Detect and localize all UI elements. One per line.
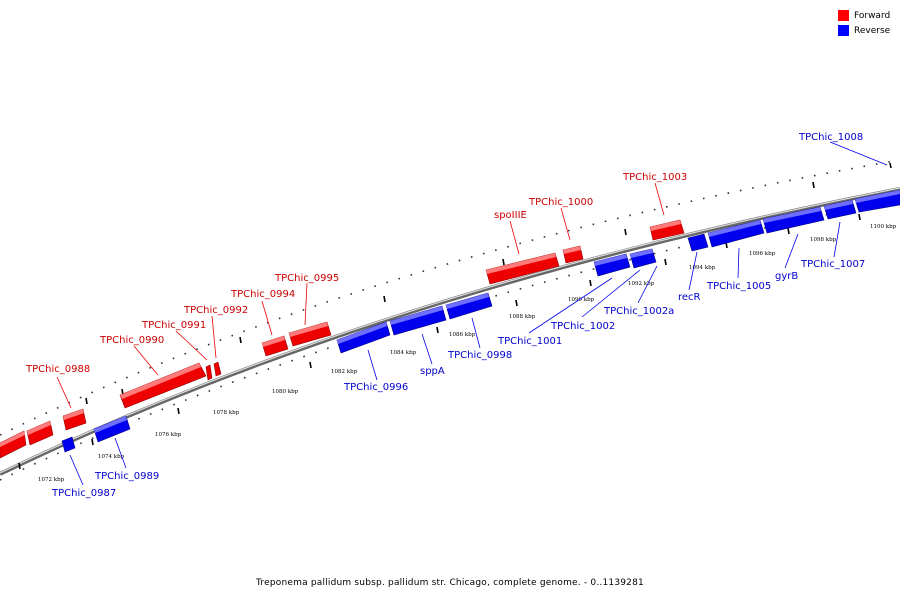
gene-label: TPChic_1002 — [550, 321, 615, 332]
forward-swatch — [838, 10, 849, 21]
legend-reverse: Reverse — [838, 23, 890, 38]
gene-reverse[interactable] — [61, 436, 76, 453]
tick-label: 1092 kbp — [628, 281, 655, 287]
tick-label: 1100 kbp — [870, 224, 897, 230]
gene-label: gyrB — [775, 271, 798, 282]
tick-label: 1076 kbp — [155, 432, 182, 438]
gene-label: TPChic_0996 — [343, 382, 408, 393]
gene-forward[interactable] — [213, 361, 222, 377]
tick-label: 1072 kbp — [38, 477, 65, 483]
legend-forward-label: Forward — [854, 10, 891, 21]
tick-label: 1078 kbp — [213, 410, 240, 416]
reverse-leader-lines — [69, 141, 888, 486]
reverse-gene-labels: TPChic_0987 TPChic_0989 TPChic_0996 sppA… — [51, 132, 865, 499]
gene-label: TPChic_0994 — [230, 289, 295, 300]
gene-label: TPChic_0998 — [447, 350, 512, 361]
gene-reverse[interactable] — [687, 233, 709, 252]
tick-label: 1088 kbp — [509, 314, 536, 320]
gene-label: TPChic_0988 — [25, 364, 90, 375]
gene-label: TPChic_1000 — [528, 197, 593, 208]
tick-label: 1084 kbp — [390, 350, 417, 356]
genome-backbone-highlight — [0, 187, 900, 474]
forward-gene-highlights — [0, 220, 681, 447]
gene-label: spoIIIE — [494, 210, 527, 221]
gene-label: TPChic_1007 — [800, 259, 865, 270]
gene-label: sppA — [420, 366, 445, 377]
gene-label: TPChic_0987 — [51, 488, 116, 499]
gene-label: recR — [678, 292, 701, 303]
tick-label: 1074 kbp — [98, 454, 125, 460]
tick-label: 1098 kbp — [810, 237, 837, 243]
legend-reverse-label: Reverse — [854, 25, 891, 36]
reverse-swatch — [838, 25, 849, 36]
legend: Forward Reverse — [838, 8, 890, 38]
gene-label: TPChic_1008 — [798, 132, 863, 143]
gene-label: TPChic_1003 — [622, 172, 687, 183]
gene-label: TPChic_0992 — [183, 305, 248, 316]
tick-label: 1094 kbp — [689, 265, 716, 271]
gene-label: TPChic_1001 — [497, 336, 562, 347]
scale-labels: 1072 kbp 1074 kbp 1076 kbp 1078 kbp 1080… — [38, 224, 897, 483]
gene-label: TPChic_0990 — [99, 335, 164, 346]
tick-label: 1090 kbp — [568, 297, 595, 303]
gene-reverse[interactable] — [389, 305, 447, 336]
genome-caption: Treponema pallidum subsp. pallidum str. … — [256, 578, 644, 588]
gene-label: TPChic_0991 — [141, 320, 206, 331]
tick-label: 1086 kbp — [449, 332, 476, 338]
gene-label: TPChic_1002a — [603, 306, 674, 317]
gene-label: TPChic_1005 — [706, 281, 771, 292]
tick-label: 1096 kbp — [749, 251, 776, 257]
reverse-gene-highlights — [94, 190, 900, 433]
legend-forward: Forward — [838, 8, 890, 23]
gene-label: TPChic_0989 — [94, 471, 159, 482]
gene-label: TPChic_0995 — [274, 273, 339, 284]
forward-gene-labels: TPChic_0988 TPChic_0990 TPChic_0991 TPCh… — [25, 172, 687, 375]
tick-label: 1080 kbp — [272, 389, 299, 395]
forward-leader-lines — [56, 182, 665, 409]
gene-forward[interactable] — [205, 364, 213, 381]
gene-forward[interactable] — [119, 362, 207, 409]
tick-label: 1082 kbp — [331, 369, 358, 375]
